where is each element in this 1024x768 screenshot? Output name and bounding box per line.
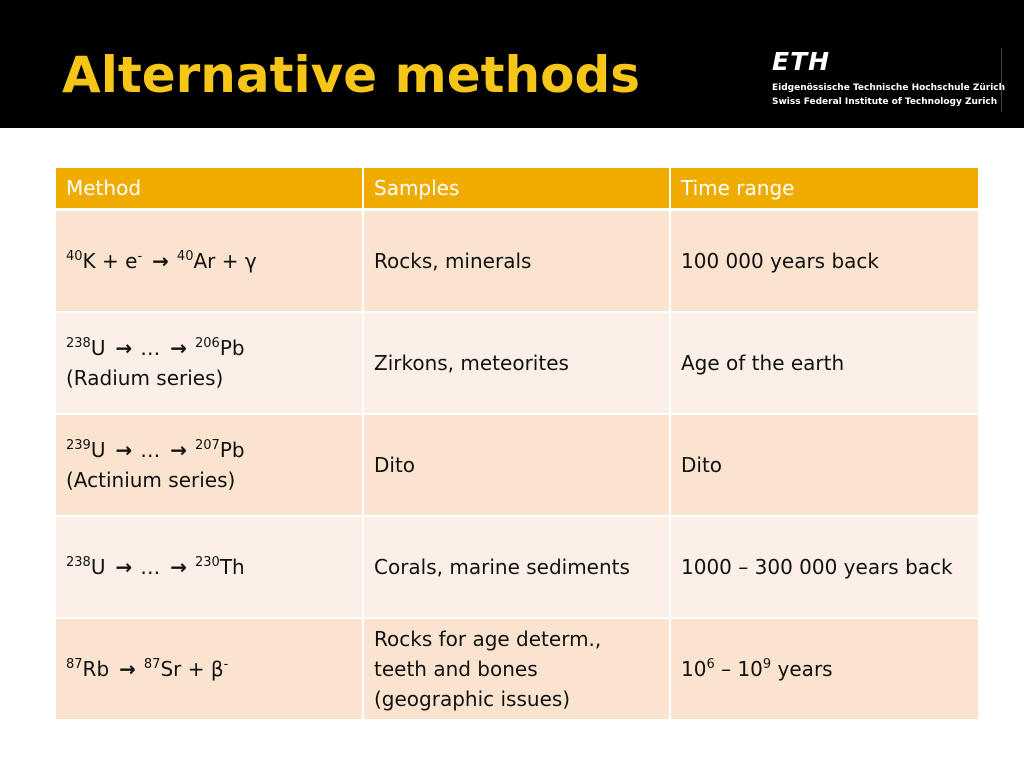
eth-logo: ETH Eidgenössische Technische Hochschule… xyxy=(768,47,1006,112)
column-header-method: Method xyxy=(56,168,364,211)
table-row: 87Rb → 87Sr + β- Rocks for age determ., te… xyxy=(56,618,978,721)
time-range-cell: Age of the earth xyxy=(670,312,978,415)
column-header-time-range: Time range xyxy=(670,168,978,211)
time-range-cell: 100 000 years back xyxy=(670,209,978,313)
method-cell: 40K + e- → 40Ar + γ xyxy=(56,209,364,313)
series-name: (Radium series) xyxy=(66,366,224,390)
time-unit: years xyxy=(771,657,833,681)
samples-line: teeth and bones xyxy=(374,657,538,681)
reactant: K + e xyxy=(82,249,138,273)
time-exponent: 6 xyxy=(706,657,715,672)
isotope-mass: 87 xyxy=(66,657,83,672)
right-arrow-icon: → xyxy=(115,336,133,360)
product: Pb xyxy=(219,438,245,462)
table-row: 239U → … → 207Pb (Actinium series) Dito Dito xyxy=(56,414,978,517)
isotope-mass: 206 xyxy=(195,336,220,351)
table-row: 238U → … → 230Th Corals, marine sediments 10… xyxy=(56,516,978,619)
right-arrow-icon: → xyxy=(115,438,133,462)
reactant: Rb xyxy=(82,657,110,681)
samples-cell: Rocks, minerals xyxy=(363,209,671,313)
method-cell: 238U → … → 206Pb (Radium series) xyxy=(56,312,364,415)
isotope-mass: 40 xyxy=(66,249,83,264)
product: Th xyxy=(219,555,245,579)
time-range-cell: 106 – 109 years xyxy=(670,618,978,721)
reactant: U xyxy=(90,438,106,462)
right-arrow-icon: → xyxy=(170,555,187,579)
reactant: U xyxy=(90,555,106,579)
right-arrow-icon: → xyxy=(170,336,187,360)
samples-line: Rocks for age determ., xyxy=(374,627,602,651)
method-equation: 239U → … → 207Pb xyxy=(66,435,352,465)
ellipsis: … xyxy=(140,336,161,360)
samples-cell: Corals, marine sediments xyxy=(363,516,671,619)
time-base: – 10 xyxy=(714,657,763,681)
right-arrow-icon: → xyxy=(170,438,187,462)
time-range-cell: Dito xyxy=(670,414,978,517)
method-cell: 87Rb → 87Sr + β- xyxy=(56,618,364,721)
methods-table: Method Samples Time range 40K + e- → 40Ar … xyxy=(56,168,978,721)
samples-cell: Zirkons, meteorites xyxy=(363,312,671,415)
method-equation: 87Rb → 87Sr + β- xyxy=(66,654,352,684)
table-row: 238U → … → 206Pb (Radium series) Zirkons, me… xyxy=(56,312,978,415)
method-cell: 238U → … → 230Th xyxy=(56,516,364,619)
product: Ar + γ xyxy=(193,249,257,273)
right-arrow-icon: → xyxy=(152,249,169,273)
isotope-mass: 238 xyxy=(66,336,91,351)
isotope-mass: 87 xyxy=(143,657,161,672)
time-exponent: 9 xyxy=(762,657,772,672)
eth-logo-line-german: Eidgenössische Technische Hochschule Zür… xyxy=(772,83,1006,93)
charge: - xyxy=(137,249,143,264)
right-arrow-icon: → xyxy=(119,657,136,681)
method-equation: 238U → … → 206Pb xyxy=(66,333,352,363)
column-header-samples: Samples xyxy=(363,168,671,211)
samples-cell: Rocks for age determ., teeth and bones (… xyxy=(363,618,671,721)
eth-logo-line-english: Swiss Federal Institute of Technology Zu… xyxy=(772,97,998,107)
method-equation: 238U → … → 230Th xyxy=(66,552,352,582)
series-name: (Actinium series) xyxy=(66,468,236,492)
isotope-mass: 230 xyxy=(195,555,220,570)
method-equation: 40K + e- → 40Ar + γ xyxy=(66,246,352,276)
charge: - xyxy=(223,657,229,672)
page-title: Alternative methods xyxy=(62,46,641,104)
method-cell: 239U → … → 207Pb (Actinium series) xyxy=(56,414,364,517)
isotope-mass: 207 xyxy=(195,438,220,453)
right-arrow-icon: → xyxy=(115,555,133,579)
samples-line: (geographic issues) xyxy=(374,687,571,711)
ellipsis: … xyxy=(140,438,161,462)
time-range-cell: 1000 – 300 000 years back xyxy=(670,516,978,619)
product: Sr + β xyxy=(160,657,224,681)
ellipsis: … xyxy=(140,555,161,579)
isotope-mass: 40 xyxy=(176,249,194,264)
time-base: 10 xyxy=(681,657,707,681)
samples-cell: Dito xyxy=(363,414,671,517)
isotope-mass: 239 xyxy=(66,438,91,453)
product: Pb xyxy=(219,336,245,360)
eth-logo-mark: ETH xyxy=(772,47,831,76)
logo-divider xyxy=(1001,48,1002,112)
table-row: 40K + e- → 40Ar + γ Rocks, minerals 100 00… xyxy=(56,209,978,313)
reactant: U xyxy=(90,336,106,360)
header-bar: Alternative methods ETH Eidgenössische T… xyxy=(0,0,1024,128)
table-header-row: Method Samples Time range xyxy=(56,168,978,211)
isotope-mass: 238 xyxy=(66,555,91,570)
